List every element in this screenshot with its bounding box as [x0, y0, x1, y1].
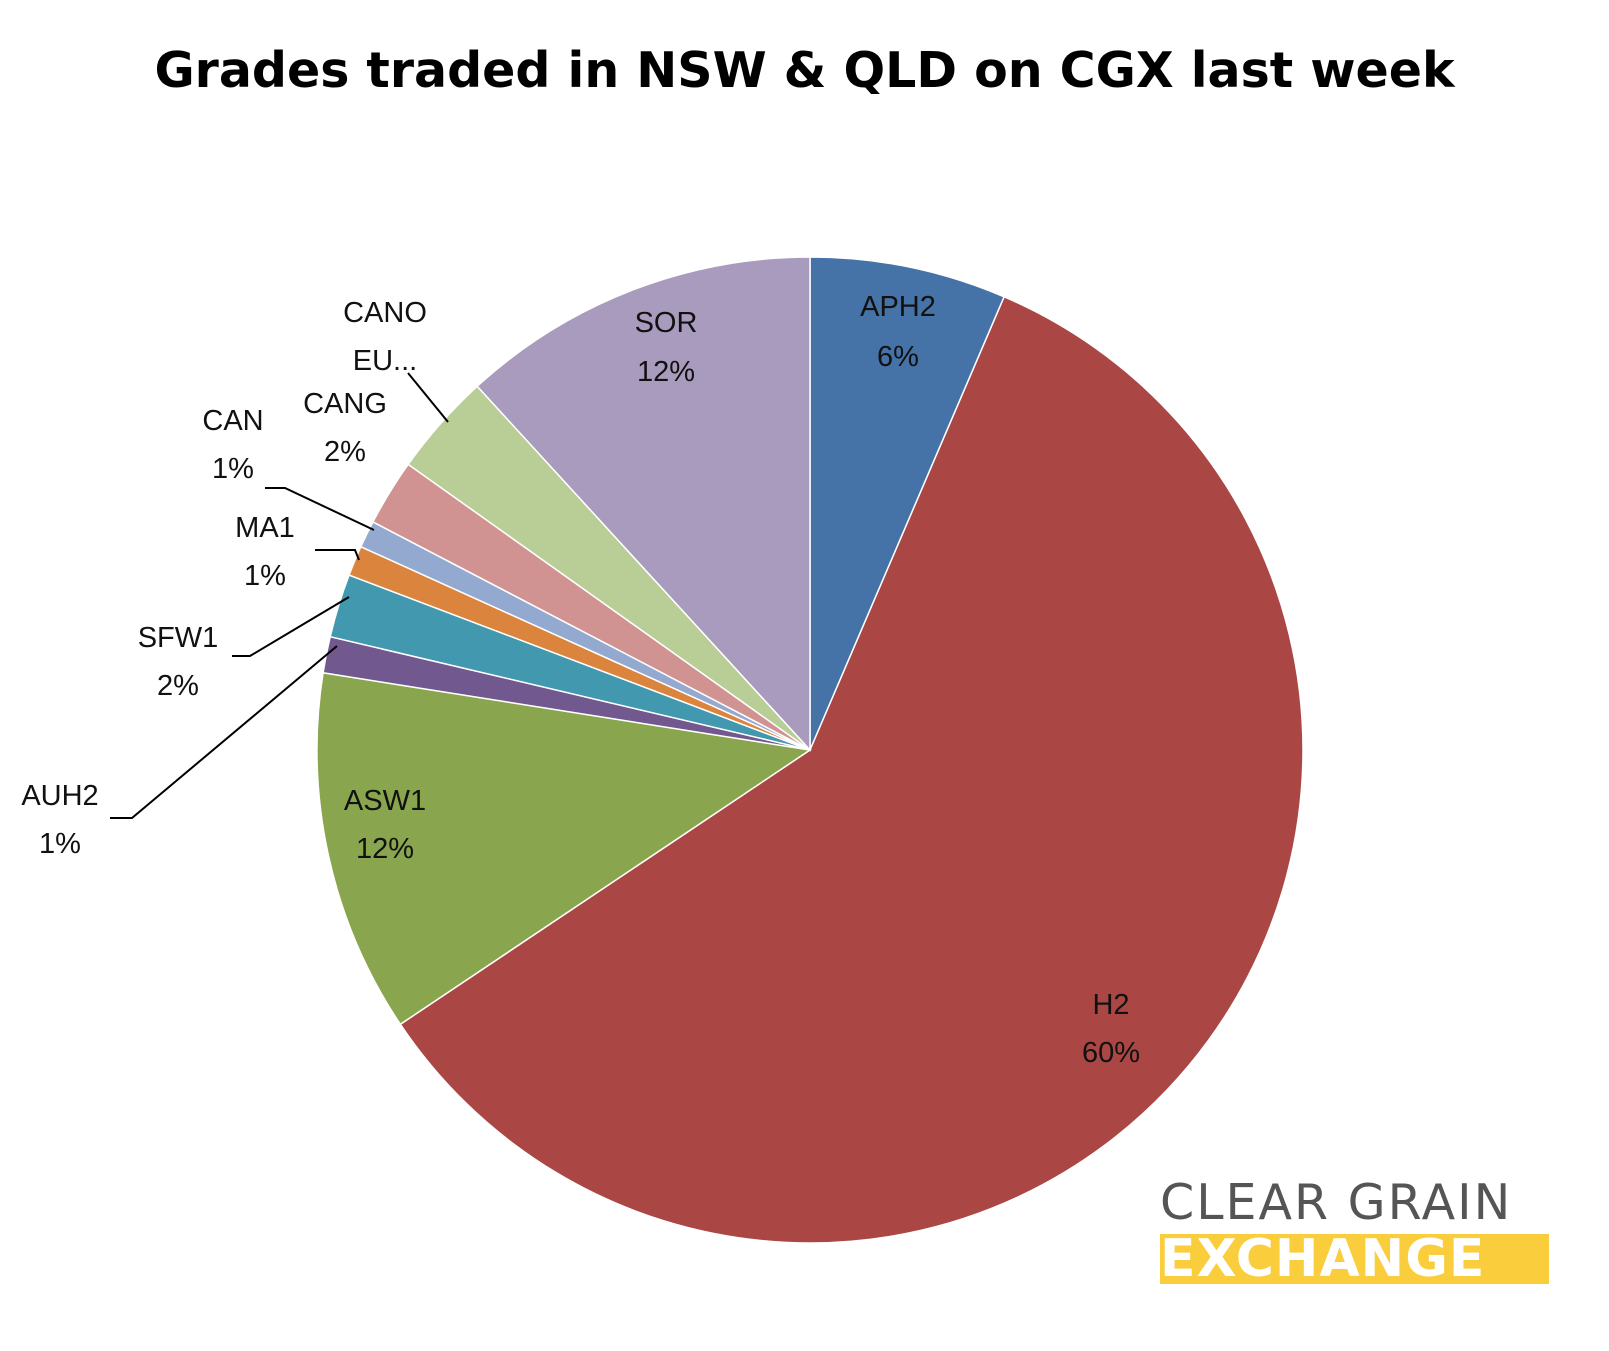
- leader-line-ma1: [315, 549, 360, 561]
- leader-lines: [110, 372, 449, 819]
- slice-label-can: CAN: [202, 405, 263, 437]
- slice-percent-can: 1%: [212, 453, 254, 485]
- slice-percent-h2: 60%: [1082, 1037, 1140, 1069]
- slice-percent-ma1: 1%: [244, 560, 286, 592]
- slice-label-h2: H2: [1092, 989, 1129, 1021]
- pie-slice-sor: [476, 256, 811, 752]
- slice-percent-asw1: 12%: [356, 833, 414, 865]
- logo-text-bottom: EXCHANGE: [1160, 1234, 1549, 1284]
- pie-slice-aph2: [809, 256, 1006, 751]
- slice-label-cang: CANG: [303, 388, 387, 420]
- slice-percent-sor: 12%: [637, 356, 695, 388]
- slice-label-sfw1: SFW1: [138, 622, 219, 654]
- slice-label-aph2: APH2: [860, 291, 936, 323]
- logo-text-top: CLEAR GRAIN: [1160, 1174, 1513, 1231]
- leader-line-cano: [407, 372, 449, 423]
- chart-title: Grades traded in NSW & QLD on CGX last w…: [154, 42, 1455, 99]
- slice-percent-sfw1: 2%: [157, 670, 199, 702]
- slice-percent-aph2: 6%: [877, 341, 919, 373]
- slice-label-sor: SOR: [635, 307, 698, 339]
- slice-percent-cano: EU...: [353, 345, 417, 377]
- slice-percent-auh2: 1%: [39, 828, 81, 860]
- leader-line-auh2: [110, 645, 338, 819]
- pie-slices: [316, 256, 1304, 1244]
- leader-line-can: [265, 487, 375, 531]
- clear-grain-exchange-logo: CLEAR GRAIN EXCHANGE: [1160, 1178, 1560, 1284]
- slice-percent-cang: 2%: [324, 436, 366, 468]
- pie-slice-h2: [399, 295, 1304, 1244]
- slice-label-ma1: MA1: [235, 512, 295, 544]
- pie-slice-asw1: [316, 671, 813, 1026]
- slice-label-cano: CANO: [343, 297, 427, 329]
- slice-label-auh2: AUH2: [21, 780, 98, 812]
- slice-labels: APH2 6% H2 60% ASW1 12% AUH2 1% SFW1 2% MA1 1% CAN 1%…: [21, 291, 1140, 1069]
- leader-line-sfw1: [232, 596, 350, 657]
- slice-label-asw1: ASW1: [344, 785, 426, 817]
